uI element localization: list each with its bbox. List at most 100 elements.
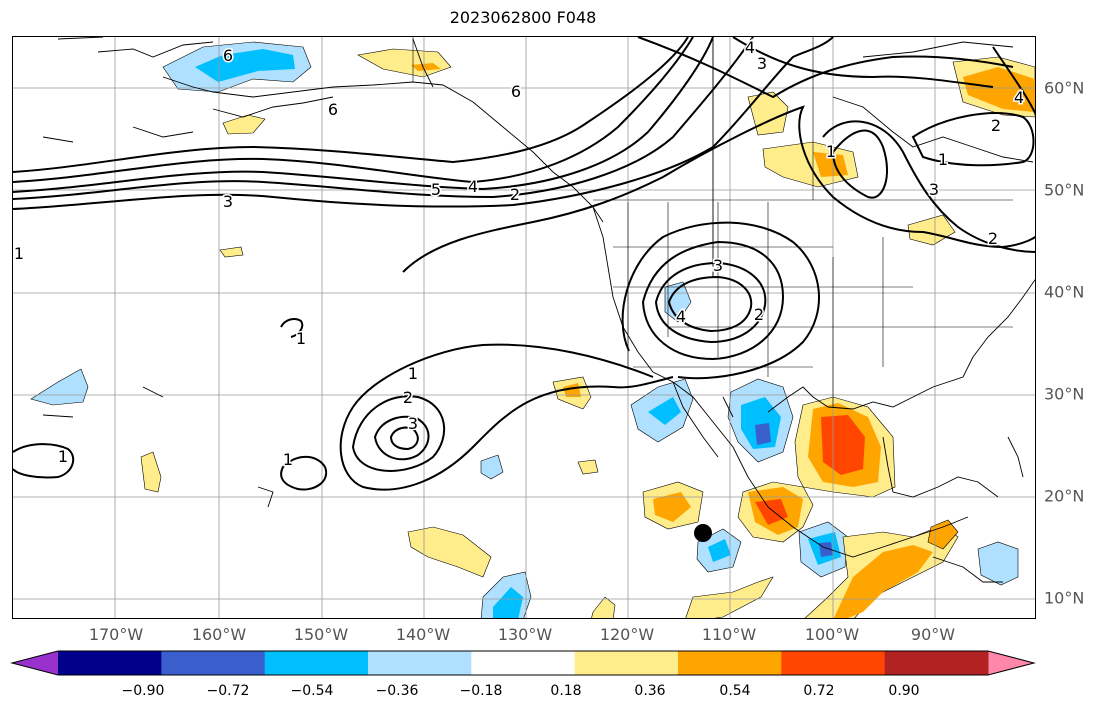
- fill-yellow-pac: [140, 451, 162, 493]
- contour-label: 1: [296, 329, 306, 348]
- fill-blue-nv: [664, 281, 692, 323]
- contour-label: 4: [1014, 88, 1024, 107]
- contour-label: 3: [757, 54, 767, 73]
- lon-label: 110°W: [701, 625, 757, 644]
- contour-label: 1: [58, 447, 68, 466]
- colorbar-segment: [471, 651, 576, 675]
- fill-blue-pac-s: [480, 454, 504, 480]
- fill-orange-pac-e: [653, 492, 691, 522]
- contour-labels: 6 6 6 4 3 5 4 2 3 3 2 4 1 3 2 1 2 3 1 1 …: [13, 37, 1026, 471]
- contour-label: 4: [468, 177, 478, 196]
- lat-label: 30°N: [1044, 384, 1085, 404]
- fill-blue-baja-core: [648, 397, 681, 425]
- colorbar-tick: −0.36: [375, 683, 419, 699]
- lon-label: 170°W: [88, 625, 144, 644]
- lon-label: 100°W: [804, 625, 860, 644]
- fill-orange-caribbean: [927, 519, 959, 550]
- fill-yellow-canada: [747, 91, 789, 136]
- fill-orange-pac2: [563, 383, 581, 397]
- fill-yellow-pac-s3: [591, 596, 616, 618]
- colorbar-tick: 0.36: [634, 683, 666, 699]
- fill-yellow-small1: [219, 246, 244, 258]
- fill-blue-pac-e2-dark: [819, 542, 833, 557]
- fill-blue-pac-e-core: [708, 539, 731, 562]
- colorbar-tick: −0.72: [206, 683, 250, 699]
- lat-label: 40°N: [1044, 282, 1085, 302]
- colorbar-tick: 0.54: [719, 683, 751, 699]
- contour-lines: [13, 37, 1035, 491]
- map-panel: 6 6 6 4 3 5 4 2 3 3 2 4 1 3 2 1 2 3 1 1 …: [12, 36, 1036, 619]
- fill-yellow-bc: [222, 114, 266, 135]
- contour-label: 1: [283, 450, 293, 469]
- lon-label: 90°W: [910, 625, 956, 644]
- lat-label: 50°N: [1044, 180, 1085, 200]
- lat-label: 10°N: [1044, 588, 1085, 608]
- fill-orange-gulf: [411, 63, 441, 71]
- lon-label: 140°W: [395, 625, 451, 644]
- lon-label: 160°W: [191, 625, 247, 644]
- contour-label: 1: [826, 142, 836, 161]
- fill-blue-alaska-core: [195, 49, 295, 82]
- contour-label: 2: [510, 185, 520, 204]
- contour-label: 1: [14, 244, 24, 263]
- colorbar-segment: [368, 651, 472, 675]
- fill-yellow-gulf: [357, 48, 452, 78]
- colorbar-segment: [264, 651, 369, 675]
- colorbar-segment: [678, 651, 782, 675]
- contour-label: 6: [328, 100, 338, 119]
- colorbar-tick: 0.90: [888, 683, 920, 699]
- colorbar-segment: [58, 651, 162, 675]
- lon-label: 120°W: [599, 625, 655, 644]
- contour-label: 6: [223, 46, 233, 65]
- fill-blue-pac-s2-core: [493, 587, 523, 618]
- contour-label: 4: [676, 307, 686, 326]
- colorbar-tick: −0.18: [459, 683, 503, 699]
- contour-label: 3: [713, 256, 723, 275]
- colorbar-segment: [574, 651, 679, 675]
- contour-label: 2: [403, 388, 413, 407]
- lon-label: 130°W: [497, 625, 553, 644]
- contour-label: 6: [511, 82, 521, 101]
- colorbar-tick: −0.54: [290, 683, 334, 699]
- lon-label: 150°W: [293, 625, 349, 644]
- contour-label: 4: [745, 38, 755, 57]
- fill-red-mex-w: [755, 499, 788, 525]
- colorbar-tick: 0.18: [550, 683, 582, 699]
- storm-center-dot: [694, 524, 712, 542]
- fill-orange-guat: [833, 545, 933, 618]
- fill-yellow-pac-s2: [577, 459, 599, 475]
- fill-orange-hudson: [963, 67, 1035, 112]
- contour-label: 3: [223, 192, 233, 211]
- contour-label: 5: [431, 180, 441, 199]
- anomaly-fills: [30, 41, 1035, 618]
- fill-yellow-greatlakes: [907, 214, 956, 246]
- colorbar-tick: 0.72: [803, 683, 835, 699]
- colorbar-segment: [781, 651, 886, 675]
- contour-label: 3: [408, 414, 418, 433]
- map-svg: 6 6 6 4 3 5 4 2 3 3 2 4 1 3 2 1 2 3 1 1 …: [13, 37, 1035, 618]
- contour-label: 2: [991, 116, 1001, 135]
- colorbar-extend-high: [988, 651, 1034, 675]
- fill-blue-hawaii-w: [30, 368, 89, 406]
- contour-label: 2: [988, 229, 998, 248]
- contour-label: 1: [408, 364, 418, 383]
- contour-label: 3: [929, 180, 939, 199]
- fill-yellow-pac-s4: [685, 576, 774, 618]
- contour-label: 2: [754, 305, 764, 324]
- lat-label: 60°N: [1044, 78, 1085, 98]
- colorbar: [10, 650, 1036, 676]
- colorbar-tick: −0.90: [121, 683, 165, 699]
- map-title: 2023062800 F048: [449, 8, 597, 27]
- contour-label: 1: [938, 150, 948, 169]
- fill-red-gulf-mex: [821, 415, 865, 475]
- colorbar-segment: [161, 651, 266, 675]
- graticule: [13, 37, 1035, 618]
- colorbar-segment: [884, 651, 989, 675]
- colorbar-segments: [12, 651, 1034, 675]
- lat-label: 20°N: [1044, 486, 1085, 506]
- coastlines: [42, 37, 1035, 583]
- colorbar-extend-low: [12, 651, 58, 675]
- fill-orange-canada2: [813, 152, 848, 177]
- fill-yellow-pac-s: [407, 526, 492, 578]
- fill-blue-caribbean: [977, 541, 1019, 586]
